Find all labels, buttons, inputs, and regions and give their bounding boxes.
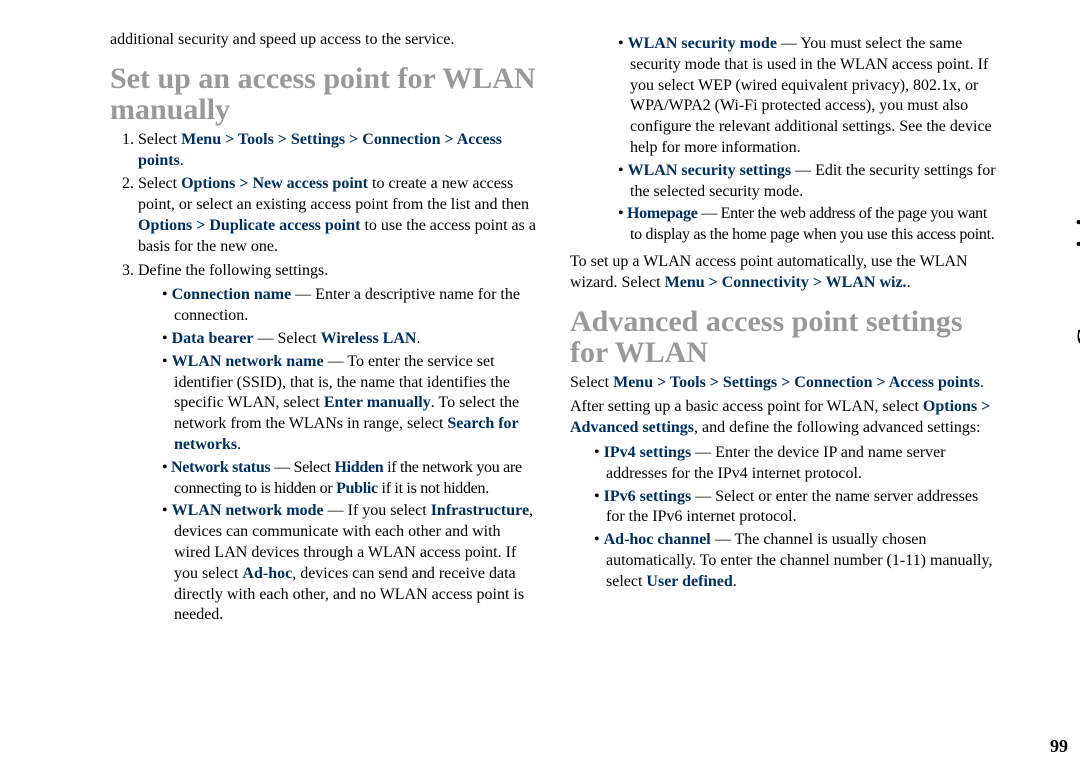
def-wlan-security-mode: WLAN security mode — You must select the… [618, 34, 1000, 159]
heading-advanced-wlan: Advanced access point settings for WLAN [570, 306, 1000, 369]
def-wlan-network-mode: WLAN network mode — If you select Infras… [162, 501, 540, 626]
settings-list: Connection name — Enter a descriptive na… [138, 285, 540, 626]
menu-path: Menu > Tools > Settings > Connection > A… [138, 131, 502, 169]
def-wlan-network-name: WLAN network name — To enter the service… [162, 352, 540, 456]
advanced-settings-list: IPv4 settings — Enter the device IP and … [570, 443, 1000, 593]
page-content: additional security and speed up access … [0, 0, 1035, 649]
page-number: 99 [1050, 736, 1068, 757]
step-3: Define the following settings. Connectio… [138, 261, 540, 627]
step-2: Select Options > New access point to cre… [138, 174, 540, 257]
advanced-select-path: Select Menu > Tools > Settings > Connect… [570, 373, 1000, 394]
settings-list-cont: WLAN security mode — You must select the… [570, 34, 1000, 246]
def-connection-name: Connection name — Enter a descriptive na… [162, 285, 540, 327]
section-label: Connectivity [1072, 195, 1080, 347]
def-adhoc-channel: Ad-hoc channel — The channel is usually … [594, 530, 1000, 592]
def-homepage: Homepage — Enter the web address of the … [618, 204, 1000, 246]
intro-tail: additional security and speed up access … [110, 30, 540, 51]
right-column: WLAN security mode — You must select the… [570, 30, 1000, 629]
steps-list: Select Menu > Tools > Settings > Connect… [110, 130, 540, 626]
def-network-status: Network status — Select Hidden if the ne… [162, 458, 540, 500]
left-column: additional security and speed up access … [110, 30, 540, 629]
def-ipv4: IPv4 settings — Enter the device IP and … [594, 443, 1000, 485]
advanced-intro: After setting up a basic access point fo… [570, 397, 1000, 439]
heading-setup-wlan: Set up an access point for WLAN manually [110, 63, 540, 126]
step-1: Select Menu > Tools > Settings > Connect… [138, 130, 540, 172]
def-wlan-security-settings: WLAN security settings — Edit the securi… [618, 161, 1000, 203]
def-data-bearer: Data bearer — Select Wireless LAN. [162, 329, 540, 350]
def-ipv6: IPv6 settings — Select or enter the name… [594, 487, 1000, 529]
auto-setup-paragraph: To set up a WLAN access point automatica… [570, 252, 1000, 294]
